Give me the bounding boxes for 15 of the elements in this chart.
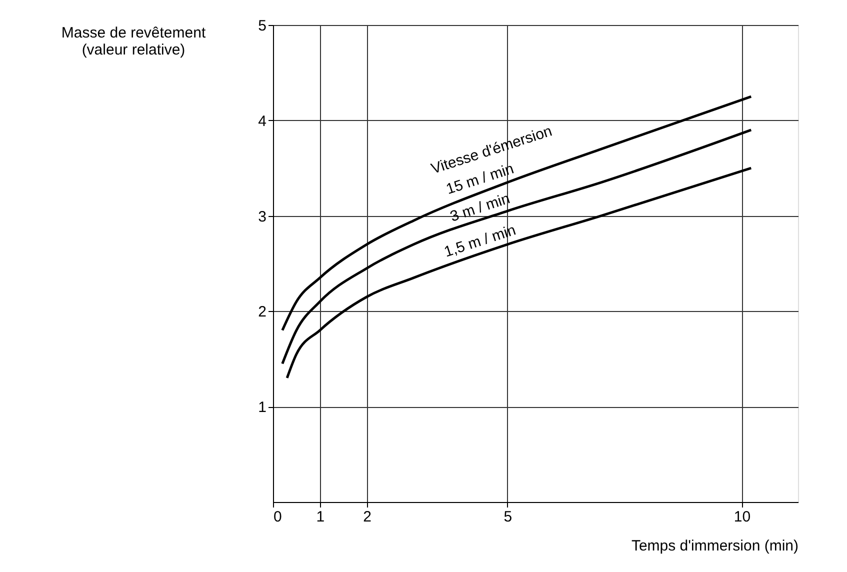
x-axis-title: Temps d'immersion (min) xyxy=(631,538,798,554)
y-axis-title: Masse de revêtement (valeur relative) xyxy=(61,24,206,58)
x-tick-label: 2 xyxy=(363,508,372,526)
y-tick-label: 2 xyxy=(258,304,266,321)
text: 1,5 m / min xyxy=(442,222,518,261)
y-tick-label: 1 xyxy=(258,399,266,416)
y-tick-label: 3 xyxy=(258,208,266,226)
y-tick-label: 5 xyxy=(258,18,266,34)
line-series xyxy=(281,128,752,365)
x-tick-label: 10 xyxy=(734,508,751,526)
x-tick-label: 5 xyxy=(504,508,512,526)
y-tick-label: 4 xyxy=(258,112,266,130)
x-tick-label: 0 xyxy=(274,508,282,526)
line-series xyxy=(281,95,752,332)
x-tick-label: 1 xyxy=(316,508,325,526)
